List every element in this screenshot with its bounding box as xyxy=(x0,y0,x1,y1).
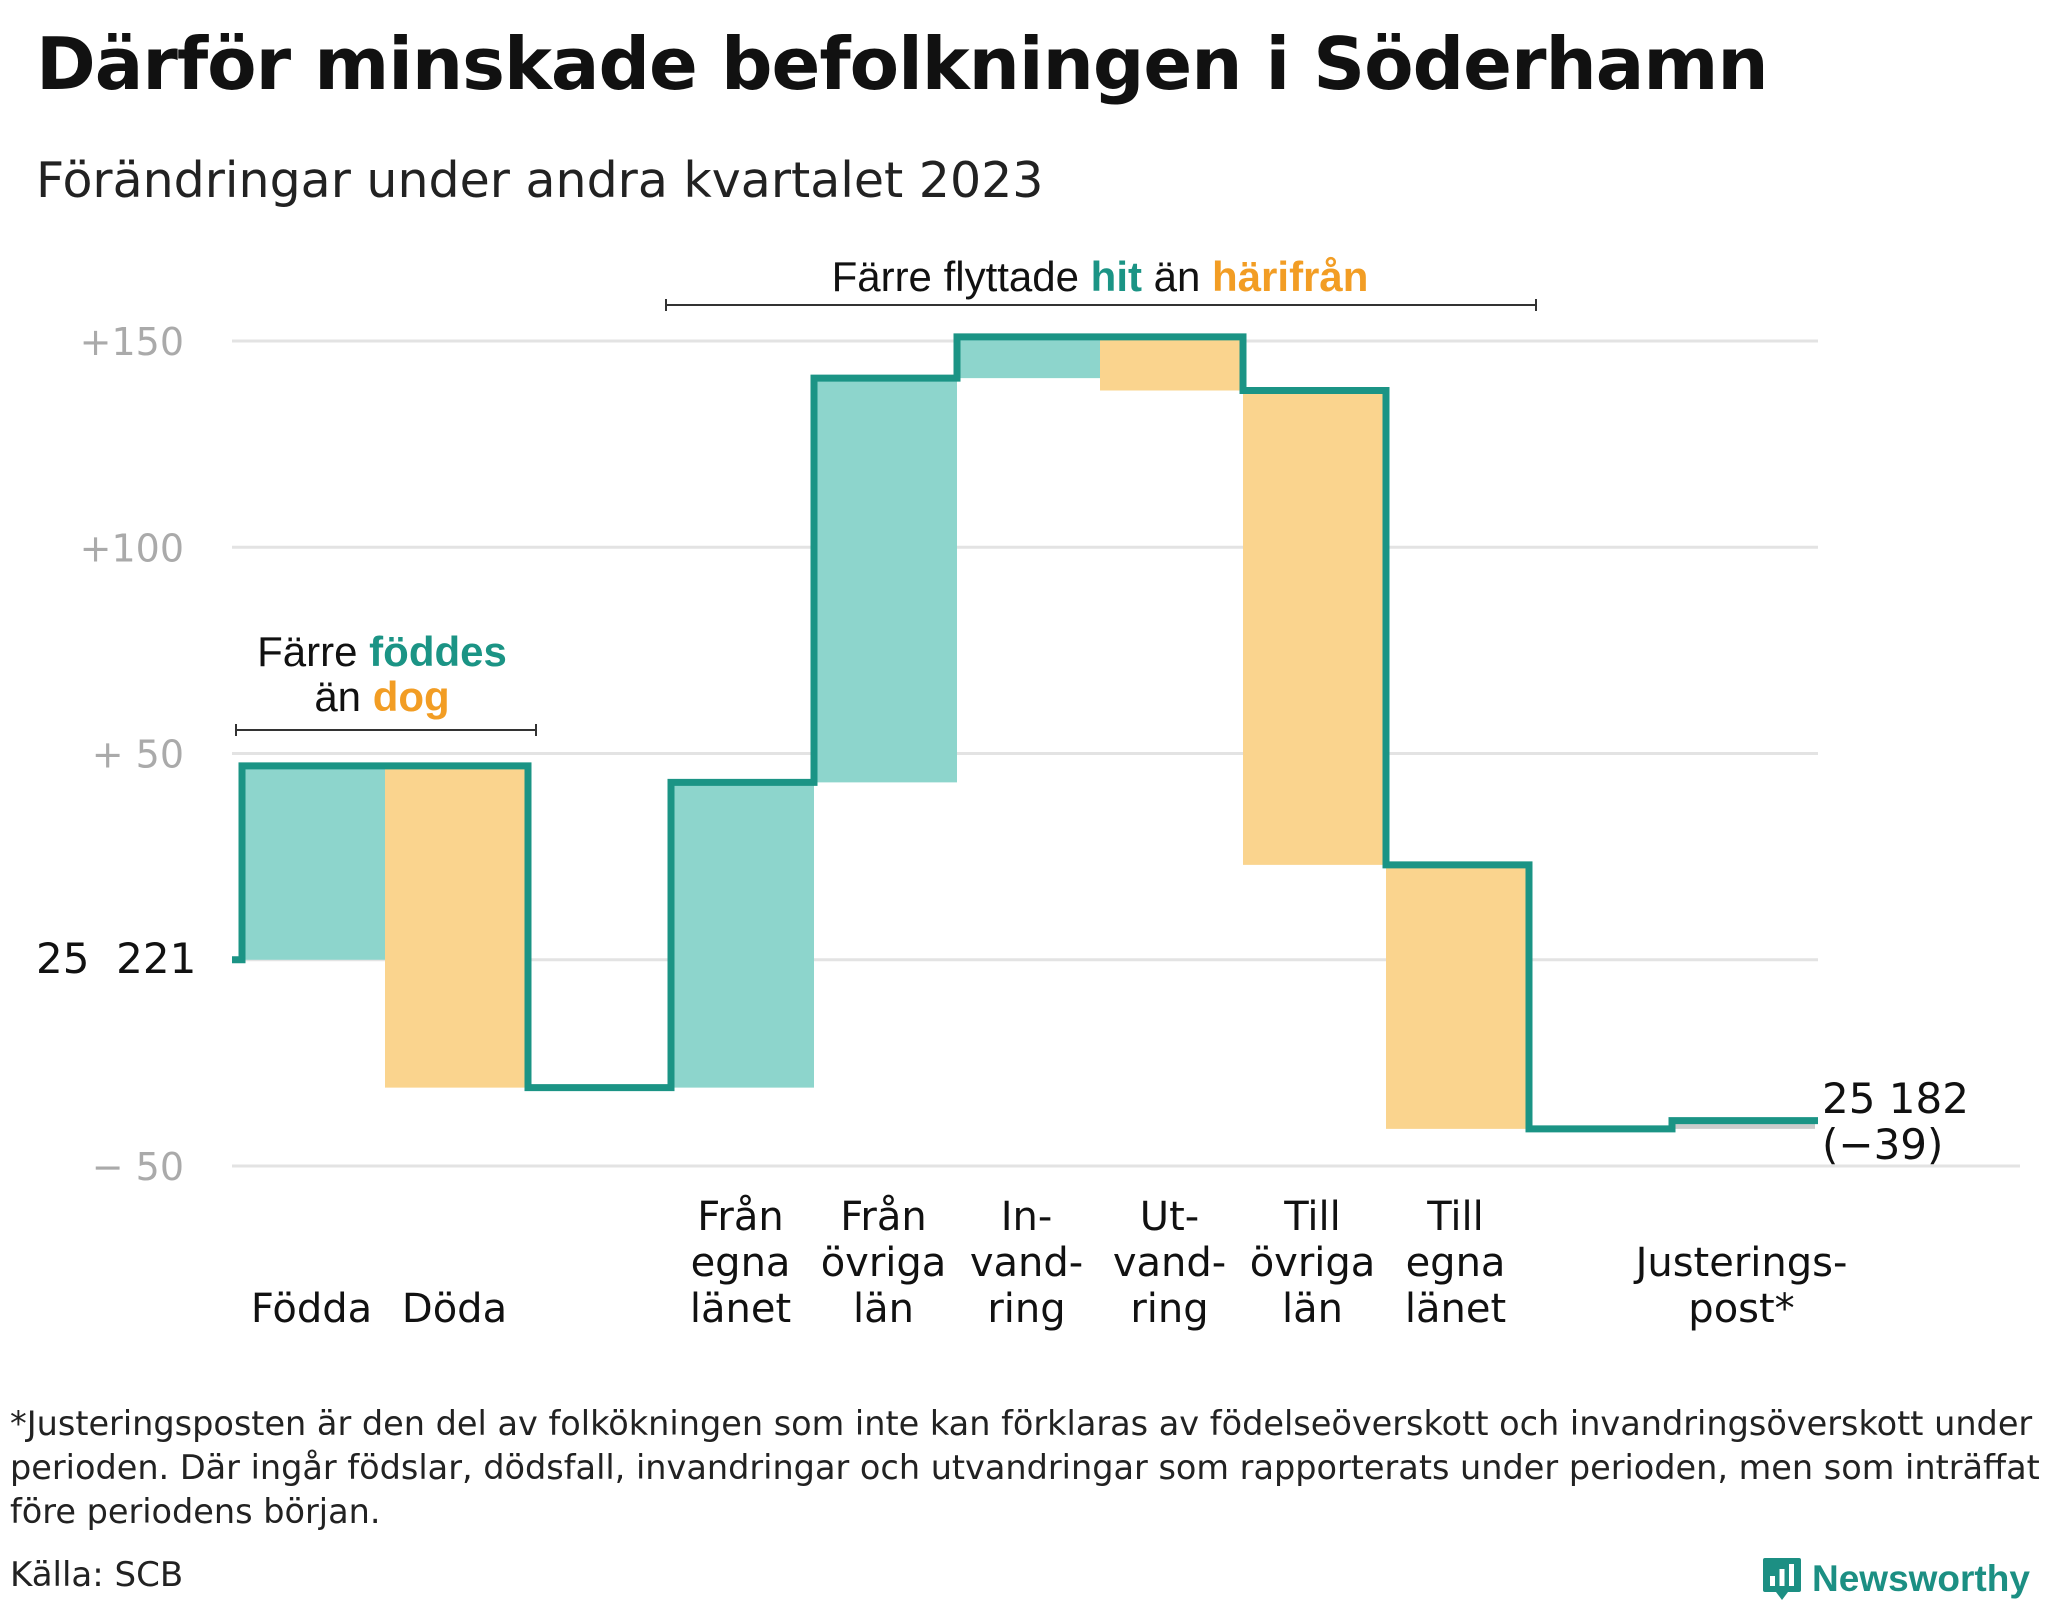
migration-out-highlight: härifrån xyxy=(1212,253,1368,300)
brand: Newsworthy xyxy=(1762,1556,2030,1602)
category-label: egna xyxy=(1406,1240,1506,1286)
category-label: Döda xyxy=(402,1286,507,1332)
category-label: länet xyxy=(690,1286,791,1332)
chart-title: Därför minskade befolkningen i Söderhamn xyxy=(36,22,1769,106)
category-label: län xyxy=(1282,1286,1343,1332)
deaths-highlight: dog xyxy=(373,673,450,720)
y-tick-label: − 50 xyxy=(92,1145,184,1189)
y-tick-label: +100 xyxy=(80,526,184,570)
bar-increase xyxy=(814,378,957,783)
category-label: ring xyxy=(1130,1286,1208,1332)
category-label: övriga xyxy=(821,1240,947,1286)
start-value-label: 25 221 xyxy=(36,934,196,983)
category-label: post* xyxy=(1688,1286,1794,1332)
category-label: Justerings- xyxy=(1633,1240,1848,1286)
net-change-label: (−39) xyxy=(1822,1120,1943,1169)
bar-decrease xyxy=(1100,336,1243,391)
bar-decrease xyxy=(1243,390,1386,865)
category-label: egna xyxy=(691,1240,791,1286)
births-deaths-annotation-line2: än dog xyxy=(314,673,449,720)
chart-subtitle: Förändringar under andra kvartalet 2023 xyxy=(36,152,1044,209)
category-label: län xyxy=(853,1286,914,1332)
bar-adjustment xyxy=(1672,1120,1815,1129)
cumulative-step-line xyxy=(232,333,1818,1133)
migration-in-highlight: hit xyxy=(1091,253,1142,300)
step-line-layer xyxy=(232,333,1818,1133)
migration-annotation-text: Färre flyttade hit än härifrån xyxy=(832,253,1369,300)
category-label: Födda xyxy=(251,1286,372,1332)
category-label: vand- xyxy=(970,1240,1083,1286)
y-tick-label: +150 xyxy=(80,320,184,364)
brand-name: Newsworthy xyxy=(1812,1558,2030,1599)
category-label: In- xyxy=(1001,1194,1053,1240)
births-deaths-bracket xyxy=(235,724,537,736)
category-label: vand- xyxy=(1113,1240,1226,1286)
migration-bracket xyxy=(665,299,1537,311)
category-label: Till xyxy=(1283,1194,1341,1240)
newsworthy-logo-icon xyxy=(1763,1558,1801,1600)
category-label: ring xyxy=(987,1286,1065,1332)
end-value-label: 25 182 xyxy=(1822,1074,1969,1123)
category-label: övriga xyxy=(1250,1240,1376,1286)
bar-increase xyxy=(671,782,814,1088)
bar-increase xyxy=(957,336,1100,379)
category-label: Till xyxy=(1426,1194,1484,1240)
births-deaths-annotation: Färre föddes än dog xyxy=(235,628,537,736)
bar-decrease xyxy=(1386,864,1529,1129)
bar-decrease xyxy=(385,765,528,1088)
y-tick-label: + 50 xyxy=(92,733,184,777)
births-deaths-annotation-line1: Färre föddes xyxy=(257,628,507,675)
bar-layer xyxy=(242,336,1815,1129)
category-label: Från xyxy=(840,1194,926,1240)
births-highlight: föddes xyxy=(369,628,507,675)
bar-increase xyxy=(242,765,385,960)
source-credit: Källa: SCB xyxy=(10,1555,184,1595)
footnote: *Justeringsposten är den del av folkökni… xyxy=(10,1404,2040,1531)
migration-annotation: Färre flyttade hit än härifrån xyxy=(665,253,1537,311)
category-label: Ut- xyxy=(1140,1194,1199,1240)
category-label: länet xyxy=(1405,1286,1506,1332)
category-label: Från xyxy=(697,1194,783,1240)
